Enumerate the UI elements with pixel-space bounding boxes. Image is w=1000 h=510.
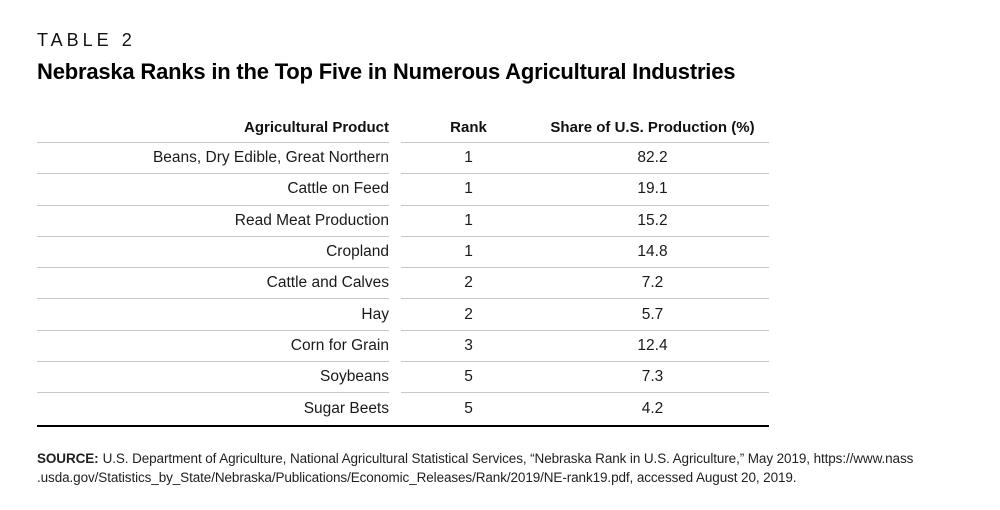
cell-product: Cattle on Feed <box>37 174 389 206</box>
cell-share: 19.1 <box>637 180 668 198</box>
table-row: Corn for Grain 3 12.4 <box>37 331 769 363</box>
cell-rank: 2 <box>464 274 473 292</box>
cell-rank: 2 <box>464 305 473 323</box>
row-right-block: 1 82.2 <box>401 143 769 175</box>
table-kicker: TABLE 2 <box>37 30 136 50</box>
row-right-block: 2 5.7 <box>401 299 769 331</box>
cell-share: 14.8 <box>637 243 668 261</box>
cell-rank: 1 <box>464 243 473 261</box>
column-header-share: Share of U.S. Production (%) <box>550 119 755 137</box>
cell-rank: 5 <box>464 400 473 417</box>
cell-rank: 1 <box>464 211 473 229</box>
row-right-block: 1 15.2 <box>401 206 769 237</box>
column-header-rank: Rank <box>450 119 487 137</box>
table-row: Cattle on Feed 1 19.1 <box>37 174 769 206</box>
table-row: Hay 2 5.7 <box>37 299 769 331</box>
cell-product: Sugar Beets <box>303 400 389 417</box>
table-row: Sugar Beets 5 4.2 <box>37 393 769 424</box>
cell-rank: 1 <box>464 149 473 167</box>
cell-share: 4.2 <box>641 400 664 417</box>
source-text-1: U.S. Department of Agriculture, National… <box>102 450 914 466</box>
column-gap <box>389 143 401 174</box>
table-row: Soybeans 5 7.3 <box>37 362 769 394</box>
column-gap <box>389 174 401 205</box>
column-gap <box>389 393 401 424</box>
table-row: Cropland 1 14.8 <box>37 237 769 269</box>
row-right-block: 3 12.4 <box>401 331 769 363</box>
cell-product: Hay <box>37 299 389 331</box>
column-gap <box>389 331 401 362</box>
column-header-product: Agricultural Product <box>37 114 389 143</box>
table-bottom-rule <box>37 424 769 427</box>
table-title: Nebraska Ranks in the Top Five in Numero… <box>37 58 736 84</box>
source-label: SOURCE: <box>37 450 99 466</box>
row-right-block: 1 19.1 <box>401 174 769 206</box>
row-right-block: 2 7.2 <box>401 268 769 300</box>
cell-product: Cropland <box>37 237 389 269</box>
table-header-row: Agricultural Product Rank Share of U.S. … <box>37 114 769 143</box>
column-gap <box>389 237 401 268</box>
cell-product: Corn for Grain <box>37 331 389 363</box>
cell-share: 7.2 <box>641 274 664 292</box>
column-gap <box>389 299 401 330</box>
column-gap <box>389 114 401 143</box>
table-row: Beans, Dry Edible, Great Northern 1 82.2 <box>37 143 769 175</box>
cell-product: Read Meat Production <box>37 206 389 237</box>
agriculture-rank-table: Agricultural Product Rank Share of U.S. … <box>37 114 769 427</box>
cell-rank: 1 <box>464 180 473 198</box>
source-line-2: .usda.gov/Statistics_by_State/Nebraska/P… <box>37 470 797 486</box>
column-gap <box>389 206 401 237</box>
cell-rank: 5 <box>464 368 473 386</box>
table-row: Read Meat Production 1 15.2 <box>37 206 769 237</box>
row-right-block: 1 14.8 <box>401 237 769 269</box>
cell-product: Soybeans <box>37 362 389 394</box>
source-line-1: SOURCE: U.S. Department of Agriculture, N… <box>37 449 972 469</box>
cell-share: 12.4 <box>637 336 668 354</box>
cell-share: 82.2 <box>637 149 668 167</box>
cell-rank: 3 <box>464 336 473 354</box>
header-right-block: Rank Share of U.S. Production (%) <box>401 114 769 143</box>
cell-product: Cattle and Calves <box>37 268 389 300</box>
cell-share: 5.7 <box>641 305 664 323</box>
column-gap <box>389 268 401 299</box>
column-gap <box>389 362 401 393</box>
row-right-block: 5 7.3 <box>401 362 769 394</box>
table-row: Cattle and Calves 2 7.2 <box>37 268 769 300</box>
cell-product: Beans, Dry Edible, Great Northern <box>37 143 389 175</box>
cell-share: 15.2 <box>637 211 668 229</box>
source-note: SOURCE: U.S. Department of Agriculture, N… <box>37 449 972 488</box>
row-right-block: 5 4.2 <box>401 393 769 424</box>
cell-share: 7.3 <box>641 368 664 386</box>
